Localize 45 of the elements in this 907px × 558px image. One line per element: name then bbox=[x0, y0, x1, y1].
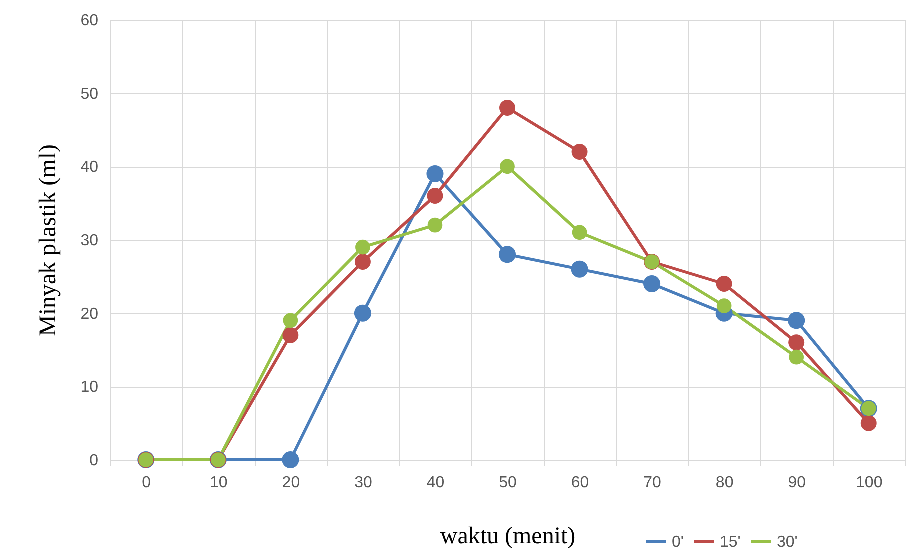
x-tick-label: 50 bbox=[499, 474, 517, 492]
x-tick-label: 100 bbox=[856, 474, 883, 492]
point bbox=[572, 225, 588, 240]
x-tick-label: 0 bbox=[142, 474, 152, 492]
legend-label: 15' bbox=[720, 534, 741, 551]
point bbox=[716, 276, 732, 292]
point bbox=[426, 166, 444, 182]
y-tick-label: 40 bbox=[80, 159, 99, 176]
x-tick-label: 20 bbox=[282, 474, 300, 492]
point bbox=[788, 334, 805, 351]
point bbox=[356, 240, 370, 255]
legend-label: 0' bbox=[672, 534, 684, 551]
point bbox=[282, 452, 300, 468]
x-tick-label: 30 bbox=[354, 474, 372, 492]
point bbox=[282, 327, 299, 344]
point bbox=[716, 298, 732, 314]
x-tick-label: 90 bbox=[788, 474, 806, 492]
y-tick-label: 50 bbox=[80, 86, 99, 103]
x-tick-label: 10 bbox=[210, 474, 228, 492]
point bbox=[500, 159, 515, 174]
legend-label: 30' bbox=[777, 534, 798, 551]
point bbox=[860, 415, 877, 432]
x-tick-label: 80 bbox=[716, 474, 734, 492]
y-tick-label: 10 bbox=[80, 379, 99, 396]
y-axis-title: Minyak plastik (ml) bbox=[36, 144, 62, 336]
point bbox=[789, 350, 804, 365]
point bbox=[572, 144, 588, 160]
point bbox=[354, 304, 372, 322]
point bbox=[500, 100, 516, 116]
point bbox=[283, 313, 298, 328]
y-tick-label: 0 bbox=[90, 452, 99, 470]
point bbox=[644, 276, 661, 292]
point bbox=[428, 218, 443, 233]
y-tick-label: 60 bbox=[80, 12, 99, 30]
y-tick-label: 30 bbox=[80, 232, 99, 250]
x-tick-label: 60 bbox=[571, 474, 590, 492]
point bbox=[427, 188, 444, 204]
point bbox=[788, 312, 806, 330]
x-tick-label: 70 bbox=[644, 474, 662, 492]
x-tick-label: 40 bbox=[426, 474, 445, 492]
point bbox=[571, 260, 588, 278]
x-axis-title: waktu (menit) bbox=[440, 524, 576, 550]
y-tick-label: 20 bbox=[80, 306, 99, 323]
point bbox=[354, 254, 371, 270]
point bbox=[498, 246, 516, 264]
